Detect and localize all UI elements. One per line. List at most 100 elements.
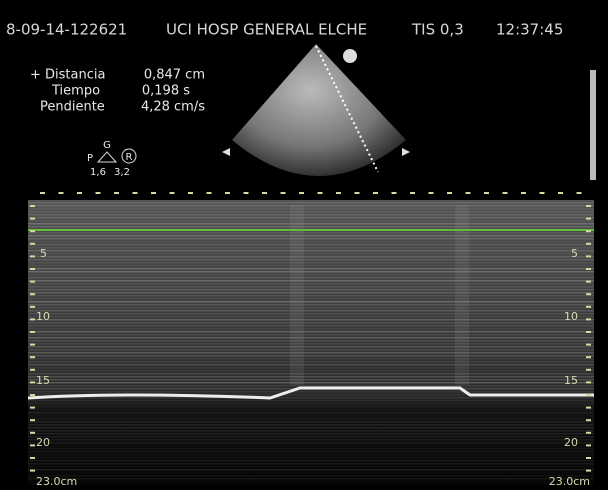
texture-line bbox=[28, 415, 594, 417]
texture-line bbox=[28, 301, 594, 303]
depth-total: 23.0cm bbox=[549, 475, 590, 488]
time-tick bbox=[59, 192, 64, 194]
texture-line bbox=[28, 280, 594, 282]
texture-line bbox=[28, 250, 594, 252]
depth-tick bbox=[30, 344, 35, 346]
time-tick bbox=[281, 192, 286, 194]
texture-line bbox=[28, 283, 594, 285]
probe-value: 3,2 bbox=[114, 167, 130, 178]
texture-line bbox=[28, 256, 594, 258]
depth-tick bbox=[586, 457, 591, 459]
depth-tick bbox=[586, 381, 591, 383]
depth-label: 15 bbox=[564, 374, 578, 387]
texture-line bbox=[28, 235, 594, 237]
texture-line bbox=[28, 361, 594, 363]
tis: TIS 0,3 bbox=[411, 21, 464, 39]
texture-line bbox=[28, 403, 594, 405]
depth-label: 5 bbox=[571, 247, 578, 260]
beat-band bbox=[290, 205, 304, 385]
depth-tick bbox=[586, 268, 591, 270]
texture-line bbox=[28, 313, 594, 315]
probe-left: P bbox=[87, 153, 93, 164]
texture-line bbox=[28, 223, 594, 225]
probe-top: G bbox=[103, 140, 111, 151]
depth-tick bbox=[586, 306, 591, 308]
texture-line bbox=[28, 217, 594, 219]
texture-line bbox=[28, 460, 594, 462]
depth-tick bbox=[586, 344, 591, 346]
depth-tick bbox=[586, 432, 591, 434]
depth-tick bbox=[30, 444, 35, 446]
texture-line bbox=[28, 391, 594, 393]
time-tick bbox=[336, 192, 341, 194]
texture-line bbox=[28, 406, 594, 408]
depth-tick bbox=[30, 369, 35, 371]
depth-tick bbox=[30, 281, 35, 283]
meas-label: Tiempo bbox=[51, 84, 100, 99]
beat-band bbox=[455, 205, 469, 385]
texture-line bbox=[28, 367, 594, 369]
texture-line bbox=[28, 274, 594, 276]
depth-tick bbox=[586, 331, 591, 333]
depth-tick bbox=[586, 356, 591, 358]
texture-line bbox=[28, 364, 594, 366]
time-tick bbox=[188, 192, 193, 194]
texture-line bbox=[28, 352, 594, 354]
texture-line bbox=[28, 271, 594, 273]
depth-tick bbox=[30, 255, 35, 257]
texture-line bbox=[28, 232, 594, 234]
time-tick bbox=[503, 192, 508, 194]
texture-line bbox=[28, 457, 594, 459]
texture-line bbox=[28, 286, 594, 288]
texture-line bbox=[28, 292, 594, 294]
depth-label: 10 bbox=[36, 310, 50, 323]
texture-line bbox=[28, 454, 594, 456]
texture-line bbox=[28, 376, 594, 378]
time-tick bbox=[521, 192, 526, 194]
time-tick bbox=[577, 192, 582, 194]
meas-value: 4,28 cm/s bbox=[141, 100, 205, 115]
depth-tick bbox=[30, 394, 35, 396]
texture-line bbox=[28, 448, 594, 450]
ultrasound-screen: 8-09-14-122621 UCI HOSP GENERAL ELCHE TI… bbox=[0, 0, 608, 490]
texture-line bbox=[28, 253, 594, 255]
depth-tick bbox=[30, 381, 35, 383]
texture-line bbox=[28, 244, 594, 246]
time-tick bbox=[318, 192, 323, 194]
texture-line bbox=[28, 277, 594, 279]
depth-total: 23.0cm bbox=[36, 475, 77, 488]
texture-line bbox=[28, 202, 594, 204]
texture-line bbox=[28, 463, 594, 465]
depth-tick bbox=[30, 230, 35, 232]
depth-tick bbox=[586, 255, 591, 257]
texture-line bbox=[28, 370, 594, 372]
depth-tick bbox=[586, 470, 591, 472]
depth-label: 5 bbox=[40, 247, 47, 260]
time-tick bbox=[540, 192, 545, 194]
texture-line bbox=[28, 475, 594, 477]
texture-line bbox=[28, 268, 594, 270]
time-tick bbox=[96, 192, 101, 194]
texture-line bbox=[28, 478, 594, 480]
texture-line bbox=[28, 211, 594, 213]
texture-line bbox=[28, 421, 594, 423]
depth-tick bbox=[30, 331, 35, 333]
time-tick bbox=[207, 192, 212, 194]
texture-line bbox=[28, 295, 594, 297]
texture-line bbox=[28, 337, 594, 339]
texture-line bbox=[28, 220, 594, 222]
depth-label: 10 bbox=[564, 310, 578, 323]
exam-id: 8-09-14-122621 bbox=[6, 21, 127, 39]
depth-tick bbox=[586, 369, 591, 371]
texture-line bbox=[28, 412, 594, 414]
texture-line bbox=[28, 238, 594, 240]
depth-tick bbox=[30, 243, 35, 245]
depth-tick bbox=[586, 394, 591, 396]
texture-line bbox=[28, 298, 594, 300]
time-tick bbox=[262, 192, 267, 194]
depth-tick bbox=[30, 356, 35, 358]
depth-tick bbox=[30, 457, 35, 459]
marker-dot bbox=[343, 49, 357, 63]
texture-line bbox=[28, 349, 594, 351]
depth-tick bbox=[30, 318, 35, 320]
